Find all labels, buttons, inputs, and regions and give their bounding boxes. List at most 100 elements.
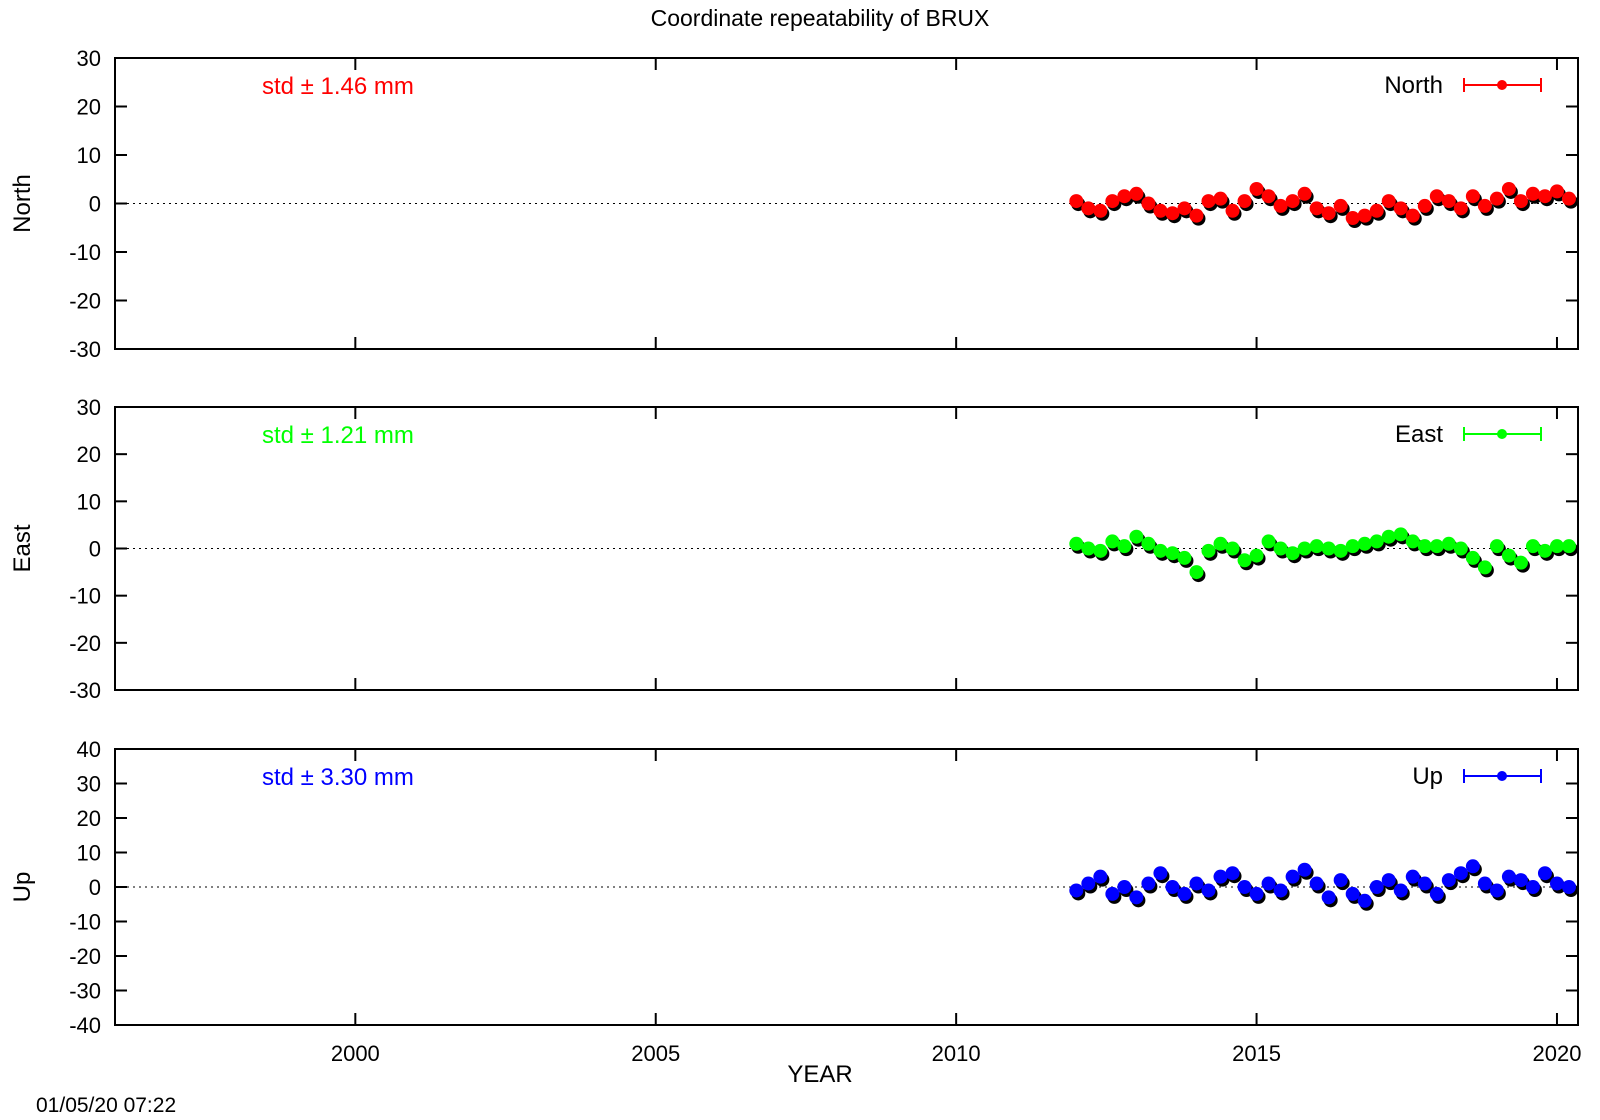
up-data-point — [1369, 880, 1384, 894]
up-data-point — [1237, 880, 1252, 894]
north-data-point — [1489, 191, 1504, 206]
up-data-point — [1177, 886, 1192, 901]
north-data-point — [1129, 186, 1144, 201]
north-data-point — [1465, 189, 1480, 204]
east-data-point — [1321, 541, 1336, 556]
north-data-point — [1561, 191, 1576, 206]
panel-north: 30 20 10 0 -10 -20 -30 North std ± 1.46 mm North — [9, 46, 1579, 362]
north-data-point — [1333, 198, 1348, 213]
up-data-point — [1477, 876, 1492, 891]
east-data-point — [1273, 541, 1288, 556]
up-data-point — [1537, 866, 1552, 881]
up-data-point — [1441, 873, 1456, 888]
north-data-point — [1513, 194, 1528, 209]
north-data-point — [1285, 194, 1300, 209]
east-data-point — [1561, 539, 1576, 554]
east-legend-label: East — [1395, 421, 1443, 448]
north-data-point — [1369, 203, 1384, 218]
up-legend-label: Up — [1412, 763, 1443, 790]
east-data-point — [1105, 534, 1120, 549]
east-data-point — [1513, 555, 1528, 570]
xtick-label: 2010 — [932, 1041, 981, 1066]
east-data-point — [1213, 536, 1228, 551]
up-ytick-label: -10 — [69, 910, 101, 935]
east-series — [1069, 527, 1576, 580]
east-data-point — [1393, 527, 1408, 542]
up-ytick-label: -30 — [69, 979, 101, 1004]
xtick-label: 2005 — [631, 1041, 680, 1066]
north-data-point — [1381, 194, 1396, 209]
up-data-point — [1285, 869, 1300, 884]
north-data-point — [1357, 208, 1372, 223]
up-data-point — [1165, 880, 1180, 894]
up-data-point — [1213, 869, 1228, 884]
east-data-point — [1357, 536, 1372, 551]
up-data-point — [1069, 883, 1084, 898]
up-data-point — [1201, 883, 1216, 898]
timestamp: 01/05/20 07:22 — [36, 1094, 176, 1117]
up-ytick-label: -20 — [69, 944, 101, 969]
east-data-point — [1141, 536, 1156, 551]
up-data-point — [1249, 886, 1264, 901]
east-data-point — [1309, 539, 1324, 554]
north-ytick-label: 0 — [89, 192, 101, 217]
east-data-point — [1417, 539, 1432, 554]
north-data-point — [1501, 181, 1516, 196]
east-ytick-label: -30 — [69, 678, 101, 703]
north-data-point — [1309, 201, 1324, 216]
up-data-point — [1501, 869, 1516, 884]
north-data-point — [1441, 194, 1456, 209]
east-data-point — [1297, 541, 1312, 556]
north-ytick-label: 20 — [77, 95, 101, 120]
north-ytick-label: 30 — [77, 46, 101, 71]
east-data-point — [1333, 543, 1348, 558]
up-data-point — [1093, 869, 1108, 884]
up-data-point — [1129, 890, 1144, 905]
east-ytick-label: 20 — [77, 442, 101, 467]
east-data-point — [1165, 546, 1180, 561]
up-data-point — [1225, 866, 1240, 881]
up-y-axis-label: Up — [9, 872, 36, 903]
east-data-point — [1285, 546, 1300, 561]
east-data-point — [1429, 539, 1444, 554]
north-data-point — [1189, 208, 1204, 223]
east-data-point — [1177, 550, 1192, 565]
east-data-point — [1477, 560, 1492, 575]
east-data-point — [1537, 543, 1552, 558]
north-data-point — [1105, 194, 1120, 209]
east-data-point — [1345, 539, 1360, 554]
xtick-label: 2020 — [1532, 1041, 1581, 1066]
x-axis-label: YEAR — [787, 1061, 852, 1088]
up-data-point — [1333, 873, 1348, 888]
north-data-point — [1165, 206, 1180, 221]
up-data-point — [1141, 876, 1156, 891]
north-data-point — [1069, 194, 1084, 209]
north-ytick-label: -10 — [69, 240, 101, 265]
north-data-point — [1153, 203, 1168, 218]
east-data-point — [1441, 536, 1456, 551]
east-data-point — [1249, 548, 1264, 563]
north-y-axis-label: North — [9, 174, 36, 233]
north-data-point — [1177, 201, 1192, 216]
up-data-point — [1081, 876, 1096, 891]
east-data-point — [1381, 529, 1396, 544]
xtick-label: 2000 — [331, 1041, 380, 1066]
up-data-point — [1297, 862, 1312, 877]
north-data-point — [1417, 198, 1432, 213]
north-ytick-label: 10 — [77, 143, 101, 168]
north-series — [1069, 181, 1576, 226]
xtick-label: 2015 — [1232, 1041, 1281, 1066]
north-data-point — [1549, 184, 1564, 199]
north-data-point — [1429, 189, 1444, 204]
east-data-point — [1117, 539, 1132, 554]
up-series — [1069, 859, 1576, 908]
up-data-point — [1321, 890, 1336, 905]
north-data-point — [1345, 211, 1360, 226]
east-std-annotation: std ± 1.21 mm — [262, 422, 414, 449]
east-data-point — [1261, 534, 1276, 549]
north-data-point — [1537, 189, 1552, 204]
east-data-point — [1225, 541, 1240, 556]
up-ytick-label: 40 — [77, 737, 101, 762]
